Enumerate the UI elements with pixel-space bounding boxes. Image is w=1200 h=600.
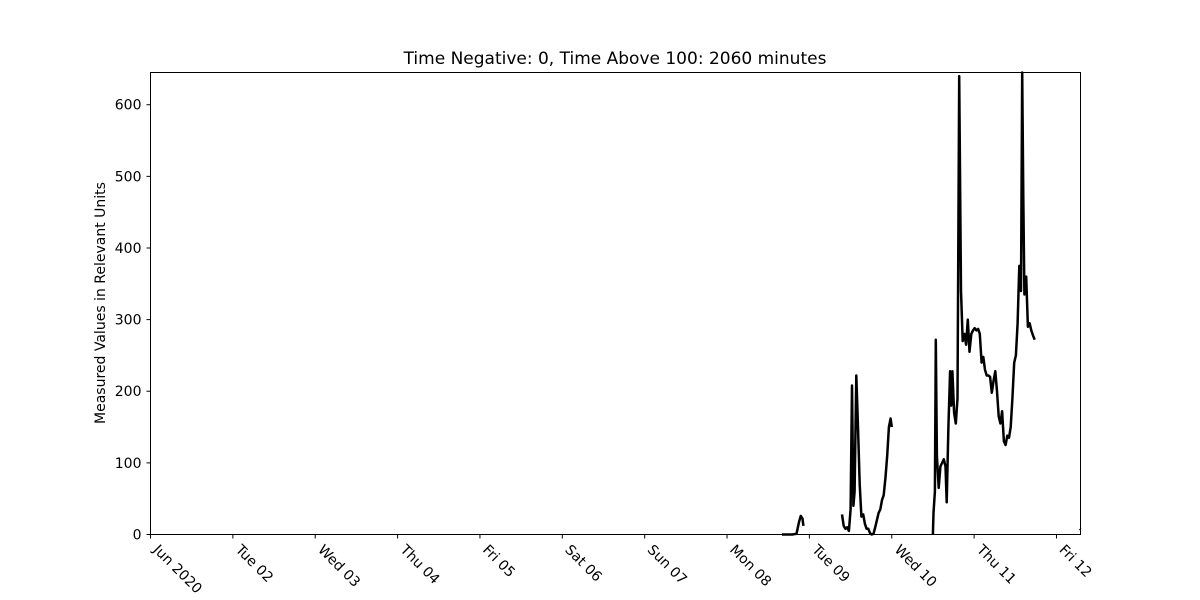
x-tick-label: Tue 02: [231, 541, 276, 586]
series-line-segment-3: [931, 71, 1036, 535]
x-tick-label: Wed 10: [891, 542, 940, 591]
x-tick-label: Tue 09: [808, 541, 853, 586]
y-tick-label: 500: [115, 169, 142, 185]
x-tick-label: Fri 12: [1056, 542, 1095, 581]
x-axis: Jun 2020 Tue 02 Wed 03 Thu 04 Fri 05 Sat 06 Su…: [149, 534, 1095, 597]
chart-title: Time Negative: 0, Time Above 100: 2060 m…: [403, 49, 827, 69]
y-tick-label: 100: [115, 456, 142, 472]
y-tick-label: 200: [115, 384, 142, 400]
series-line-segment-2: [840, 374, 894, 536]
series-lines: [781, 71, 1082, 536]
x-tick-label: Mon 08: [726, 542, 774, 590]
y-tick-label: 300: [115, 313, 142, 329]
y-tick-label: 0: [133, 528, 142, 544]
x-tick-label: Wed 03: [314, 542, 363, 591]
x-tick-label: Thu 11: [973, 541, 1019, 587]
x-tick-label: Sat 06: [561, 542, 604, 585]
y-axis: 0 100 200 300 400 500 600: [115, 98, 151, 544]
x-tick-label: Sun 07: [644, 542, 690, 588]
series-line-segment-1: [781, 514, 805, 536]
x-tick-label: Thu 04: [396, 541, 442, 587]
y-tick-label: 600: [115, 98, 142, 114]
x-tick-label: Jun 2020: [149, 541, 205, 597]
y-tick-label: 400: [115, 241, 142, 257]
y-axis-label: Measured Values in Relevant Units: [93, 182, 109, 424]
x-tick-label: Fri 05: [479, 542, 518, 581]
plot-frame: [150, 72, 1081, 535]
